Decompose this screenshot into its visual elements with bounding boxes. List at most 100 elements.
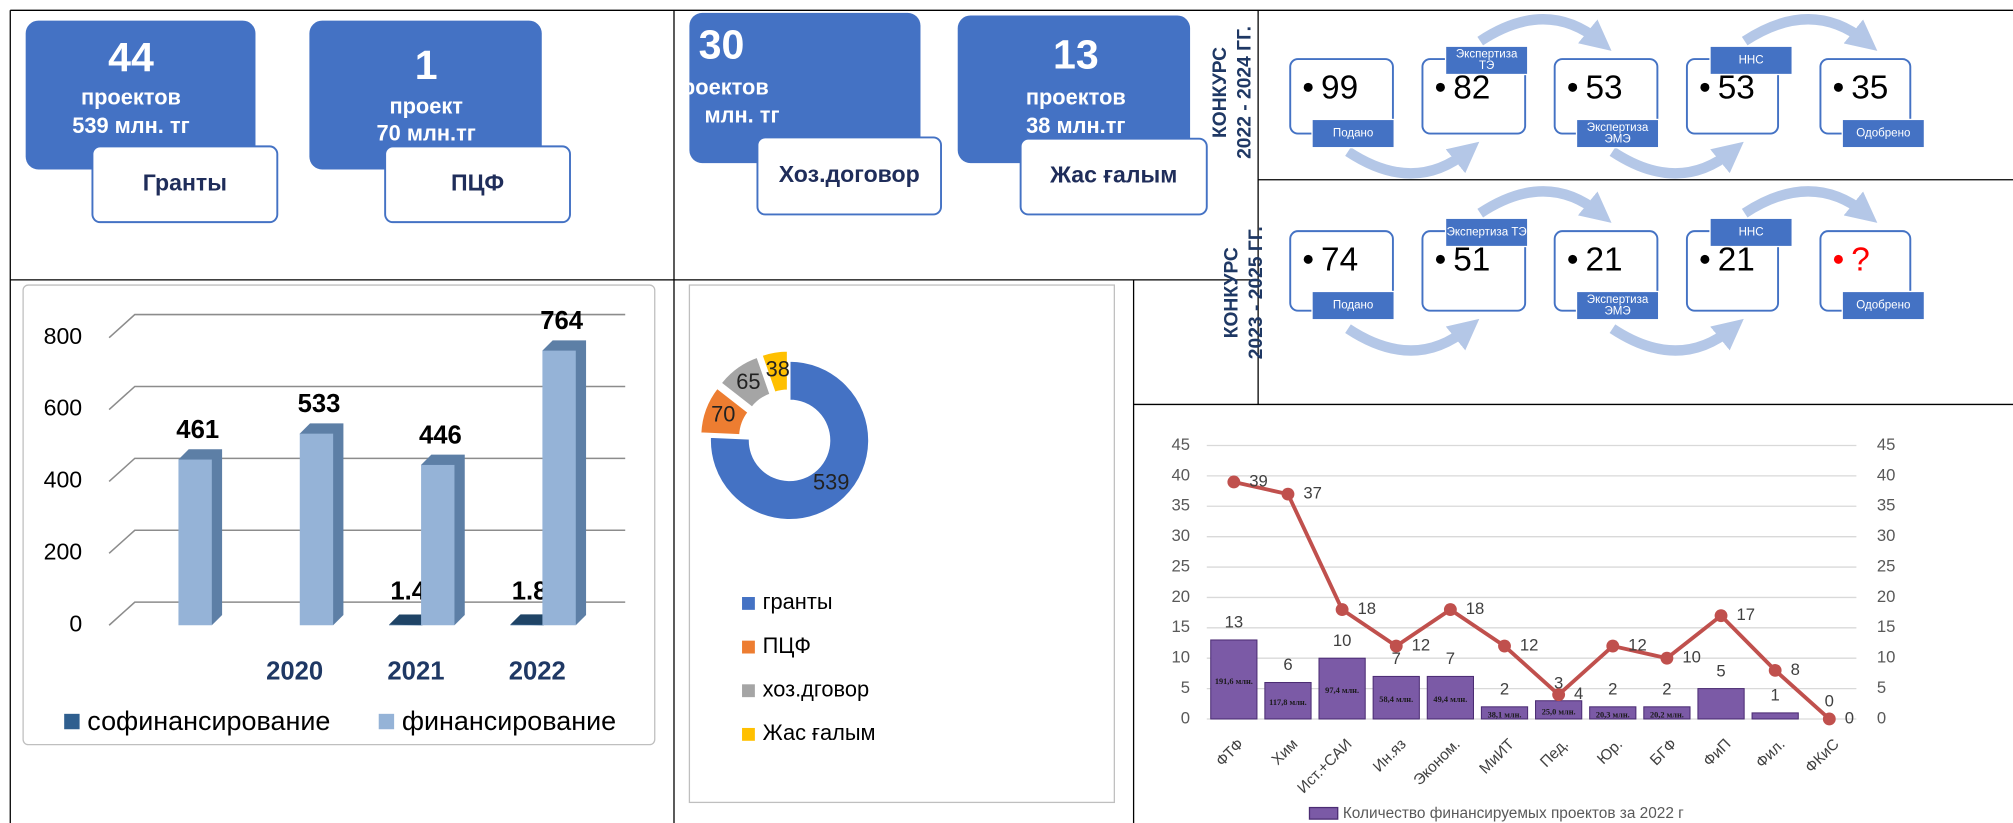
flow-tag-text: ТЭ [1479, 60, 1494, 72]
line-point [1389, 639, 1403, 653]
amount-label: 25,0 млн. [1542, 707, 1576, 716]
flow-value: 53 [1718, 70, 1755, 107]
flow-value: ? [1851, 242, 1870, 279]
y2-tick-label: 30 [1877, 526, 1896, 545]
y-tick-label: 35 [1172, 496, 1191, 515]
data-label: 3 [1554, 673, 1563, 692]
card-label-box [1019, 137, 1208, 216]
line-point [1443, 603, 1457, 617]
y-tick-label: 0 [1181, 708, 1190, 727]
bullet [1700, 82, 1710, 92]
card [689, 12, 921, 164]
card-label: Гранты [143, 169, 227, 195]
bullet [1568, 82, 1578, 92]
flow-tag-text: Одобрено [1856, 300, 1910, 312]
x-tick-label: МиИТ [1476, 735, 1518, 777]
y2-tick-label: 20 [1877, 587, 1896, 606]
legend-swatch [742, 727, 755, 741]
bar [1643, 706, 1691, 720]
bar [1318, 657, 1366, 720]
bar [1697, 688, 1745, 720]
data-label: 12 [1412, 635, 1431, 654]
data-label: 13 [1225, 613, 1244, 632]
data-label: 70 [711, 402, 735, 427]
data-label: 7 [1446, 649, 1455, 668]
bar [1426, 675, 1474, 720]
data-label: 37 [1303, 484, 1322, 503]
bar [1372, 675, 1420, 720]
x-tick-label: Фил. [1753, 736, 1789, 772]
card-label-box [756, 136, 942, 216]
flow-tag [1841, 118, 1926, 149]
data-label: 1 [1771, 686, 1780, 705]
flow-tag-text: Экспертиза ТЭ [1447, 226, 1527, 238]
data-label: 5 [1716, 661, 1725, 680]
y2-tick-label: 40 [1877, 465, 1896, 484]
data-label: 1.4 [390, 577, 426, 605]
bullet [1568, 254, 1578, 264]
amount-label: 97,4 млн. [1325, 686, 1359, 695]
flow-tag-text: Одобрено [1856, 128, 1910, 140]
flow-arrow [1345, 318, 1480, 356]
legend-swatch [742, 684, 755, 698]
bullet [1833, 82, 1843, 92]
data-label: 2 [1500, 680, 1509, 699]
flow-tag-text: ННС [1739, 54, 1764, 66]
amount-label: 49,4 млн. [1433, 695, 1467, 704]
donut-slice [719, 355, 772, 409]
amount-label: 191,6 млн. [1215, 677, 1253, 686]
card-text: проектов [81, 85, 181, 110]
card-text: 38 млн.тг [1026, 113, 1125, 138]
card-text: млн. тг [705, 103, 780, 128]
x-tick-label: Ист.+САИ [1294, 736, 1355, 797]
flow-value: 21 [1718, 242, 1755, 279]
card-label: Жас ғалым [1049, 162, 1177, 188]
bar [510, 624, 544, 626]
flow-arrow [1741, 186, 1878, 223]
x-tick-label: Пед. [1537, 736, 1572, 771]
flow-tag-text: ЭМЭ [1604, 133, 1630, 145]
data-label: 1.8 [512, 577, 548, 605]
y2-tick-label: 0 [1877, 708, 1886, 727]
grid-line [108, 385, 626, 411]
legend-label: гранты [763, 589, 833, 614]
data-label: 446 [419, 421, 462, 449]
flow-value: 74 [1321, 242, 1358, 279]
flow-title: КОНКУРС [1222, 247, 1243, 338]
y-tick-label: 10 [1172, 648, 1191, 667]
data-label: 764 [540, 307, 584, 335]
x-tick-label: БГФ [1647, 736, 1680, 769]
legend-label: Жас ғалым [763, 720, 876, 745]
card-text: проект [389, 94, 463, 119]
y2-tick-label: 45 [1877, 435, 1896, 454]
data-label: 10 [1682, 648, 1701, 667]
line-point [1552, 688, 1566, 702]
flow-tag-text: Экспертиза [1587, 294, 1649, 306]
flow-tag-text: Экспертиза [1587, 122, 1649, 134]
bar [421, 464, 455, 626]
flow-value: 53 [1585, 70, 1622, 107]
y2-tick-label: 25 [1877, 556, 1896, 575]
bar [1264, 681, 1312, 720]
flow-value: 51 [1453, 242, 1490, 279]
flow-value: 35 [1851, 70, 1888, 107]
flow-tag-text: Подано [1333, 300, 1373, 312]
data-label: 17 [1736, 605, 1755, 624]
line-point [1768, 663, 1782, 677]
card-text: 70 млн.тг [377, 121, 476, 146]
legend-swatch [742, 597, 755, 610]
y2-tick-label: 15 [1877, 617, 1896, 636]
card-number: 13 [1053, 32, 1099, 78]
y-tick-label: 0 [69, 610, 82, 636]
data-label: 12 [1520, 635, 1539, 654]
x-tick-label: ФКиС [1802, 736, 1843, 777]
legend-label: Количество финансируемых проектов за 202… [1343, 805, 1684, 822]
amount-label: 20,2 млн. [1650, 710, 1684, 719]
flow-tag [1709, 217, 1793, 248]
amount-label: 117,8 млн. [1269, 698, 1307, 707]
bar [178, 459, 212, 626]
flow-tag [1575, 118, 1660, 149]
card-number: 44 [108, 34, 154, 80]
line-point [1714, 609, 1728, 623]
bullet [1435, 254, 1445, 264]
